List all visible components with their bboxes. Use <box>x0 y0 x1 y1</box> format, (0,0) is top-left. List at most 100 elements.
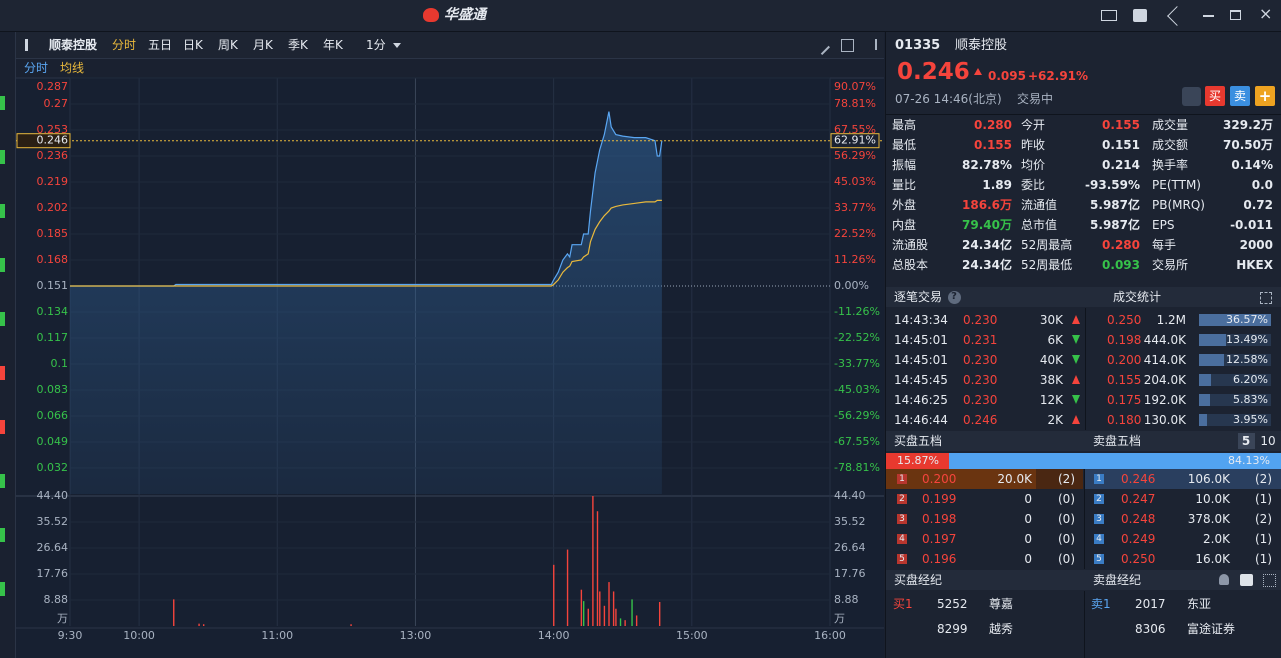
stat-label: 昨收 <box>1021 138 1046 152</box>
stat-value: 79.40万 <box>962 218 1012 232</box>
list-icon[interactable] <box>1240 574 1253 586</box>
broker-level: 买1 <box>893 597 913 611</box>
y-tick-label: 0.253 <box>37 123 69 136</box>
broker-name: 富途证券 <box>1187 622 1236 636</box>
volume-unit: 万 <box>834 612 845 625</box>
last-price: 0.246 <box>897 59 970 85</box>
stat-track <box>1199 394 1271 406</box>
period-tab[interactable]: 分时 <box>112 38 137 52</box>
stat-label: 流通值 <box>1021 198 1058 212</box>
add-button[interactable] <box>1255 86 1275 106</box>
y2-tick-label: 11.26% <box>834 253 876 266</box>
bid-volume: 0 <box>1024 492 1032 506</box>
stat-value: 2000 <box>1239 238 1273 252</box>
ask-orders: (2) <box>1255 472 1272 486</box>
ask-price: 0.249 <box>1121 532 1156 546</box>
alert-button[interactable] <box>1182 87 1201 106</box>
current-price-box <box>16 133 71 149</box>
volume-unit: 万 <box>57 612 68 625</box>
depth-option[interactable]: 10 <box>1260 434 1276 448</box>
depth-selected[interactable] <box>1238 433 1255 449</box>
trade-direction <box>1072 395 1080 404</box>
stat-label: 今开 <box>1021 118 1046 132</box>
sell-label[interactable]: 卖 <box>1233 89 1247 103</box>
level-badge <box>897 554 907 564</box>
volume-tick-label: 44.40 <box>834 489 866 502</box>
bid-volume: 0 <box>1024 552 1032 566</box>
ask-ratio-bar <box>948 453 1281 469</box>
trade-volume: 40K <box>1039 353 1063 367</box>
period-tab[interactable]: 五日 <box>148 38 173 52</box>
close-button[interactable]: × <box>1259 4 1273 23</box>
user-icon[interactable] <box>1219 574 1229 585</box>
volume-bar <box>658 601 661 626</box>
stat-value: HKEX <box>1236 258 1273 272</box>
expand-icon[interactable] <box>1260 292 1272 304</box>
strip-marker <box>0 204 5 218</box>
buy-label[interactable]: 买 <box>1208 89 1222 103</box>
stat-value: 1.89 <box>982 178 1012 192</box>
period-tab[interactable]: 周K <box>218 38 238 52</box>
interval-select[interactable]: 1分 <box>366 38 386 52</box>
y2-tick-label: -78.81% <box>834 461 880 474</box>
broker-id: 8299 <box>937 622 968 636</box>
stat-label: 流通股 <box>892 238 929 252</box>
period-tab[interactable]: 季K <box>288 38 308 52</box>
stat-price: 0.200 <box>1107 353 1142 367</box>
stat-pct: 36.57% <box>1226 313 1268 326</box>
level-index: 5 <box>899 554 905 564</box>
period-tab[interactable]: 年K <box>323 38 343 52</box>
volume-bar <box>599 591 601 626</box>
level-index: 3 <box>1096 514 1102 524</box>
minimize-button[interactable] <box>1203 15 1214 17</box>
trade-price: 0.230 <box>963 393 998 407</box>
strip-marker <box>0 420 5 434</box>
y2-tick-label: -45.03% <box>834 383 880 396</box>
add-label[interactable]: + <box>1258 87 1272 105</box>
mail-button[interactable] <box>1101 10 1117 21</box>
stat-label: EPS <box>1152 218 1175 232</box>
stat-pct: 13.49% <box>1226 333 1268 346</box>
trade-volume: 30K <box>1039 313 1063 327</box>
stat-value: 0.14% <box>1231 158 1273 172</box>
stat-volume: 414.0K <box>1143 353 1186 367</box>
y2-tick-label: 90.07% <box>834 80 876 93</box>
fullscreen-button[interactable] <box>841 39 854 52</box>
stat-bar <box>1199 414 1207 426</box>
stat-price: 0.155 <box>1107 373 1142 387</box>
x-tick-label: 11:00 <box>261 629 293 642</box>
maximize-button[interactable] <box>1230 10 1241 20</box>
up-arrow <box>974 68 982 75</box>
grid-icon[interactable] <box>1263 574 1276 587</box>
current-pct-box <box>830 133 880 149</box>
trade-time: 14:43:34 <box>894 313 948 327</box>
bid-ratio: 15.87% <box>897 454 939 467</box>
trade-direction <box>1072 375 1080 384</box>
collapse-button[interactable] <box>864 39 877 50</box>
sell-button[interactable] <box>1230 86 1250 106</box>
level-badge <box>1094 514 1104 524</box>
skin-button[interactable] <box>1133 9 1147 22</box>
bid-orders: (0) <box>1058 512 1075 526</box>
legend-entry: 分时 <box>24 61 49 75</box>
y2-tick-label: 33.77% <box>834 201 876 214</box>
stock-code: 01335 <box>895 38 941 53</box>
x-tick-label: 15:00 <box>676 629 708 642</box>
level-badge <box>1094 534 1104 544</box>
strip-marker <box>0 96 5 110</box>
chart-toolbar <box>16 32 884 59</box>
stat-pct: 6.20% <box>1233 373 1268 386</box>
buy-button[interactable] <box>1205 86 1225 106</box>
y-tick-label: 0.117 <box>37 331 69 344</box>
panel-toggle[interactable] <box>25 39 28 51</box>
section-title: 买盘五档 <box>894 434 943 448</box>
stat-bar <box>1199 354 1224 366</box>
level-index: 1 <box>899 474 905 484</box>
series-line <box>70 111 663 287</box>
depth-option[interactable]: 5 <box>1241 434 1251 448</box>
period-tab[interactable]: 月K <box>253 38 273 52</box>
period-tab[interactable]: 日K <box>183 38 203 52</box>
section-title: 逐笔交易 <box>894 290 943 304</box>
stat-price: 0.180 <box>1107 413 1142 427</box>
